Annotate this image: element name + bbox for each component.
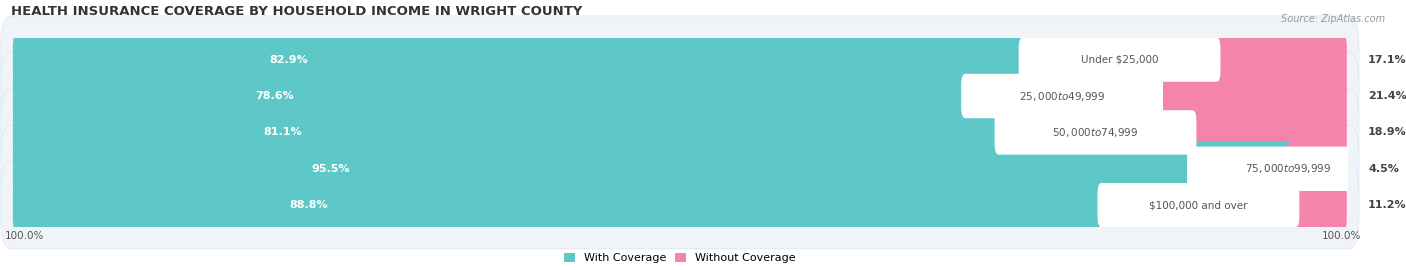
FancyBboxPatch shape <box>962 74 1163 118</box>
FancyBboxPatch shape <box>1 89 1358 176</box>
Text: 4.5%: 4.5% <box>1368 164 1399 174</box>
Text: $100,000 and over: $100,000 and over <box>1149 200 1247 210</box>
FancyBboxPatch shape <box>13 69 1067 123</box>
Text: 100.0%: 100.0% <box>4 231 44 241</box>
FancyBboxPatch shape <box>1 125 1358 212</box>
FancyBboxPatch shape <box>1094 105 1347 160</box>
Legend: With Coverage, Without Coverage: With Coverage, Without Coverage <box>564 253 796 263</box>
FancyBboxPatch shape <box>1 16 1358 103</box>
FancyBboxPatch shape <box>13 178 1204 232</box>
Text: 88.8%: 88.8% <box>288 200 328 210</box>
FancyBboxPatch shape <box>1060 69 1347 123</box>
FancyBboxPatch shape <box>1197 178 1347 232</box>
FancyBboxPatch shape <box>1187 147 1389 191</box>
Text: $25,000 to $49,999: $25,000 to $49,999 <box>1019 89 1105 103</box>
FancyBboxPatch shape <box>1098 183 1299 227</box>
Text: 82.9%: 82.9% <box>269 55 308 65</box>
Text: Under $25,000: Under $25,000 <box>1081 55 1159 65</box>
Text: 17.1%: 17.1% <box>1368 55 1406 65</box>
FancyBboxPatch shape <box>1118 32 1347 87</box>
FancyBboxPatch shape <box>13 105 1101 160</box>
FancyBboxPatch shape <box>13 141 1294 196</box>
Text: 95.5%: 95.5% <box>311 164 350 174</box>
Text: Source: ZipAtlas.com: Source: ZipAtlas.com <box>1281 14 1385 23</box>
FancyBboxPatch shape <box>1019 38 1220 82</box>
Text: 81.1%: 81.1% <box>263 127 302 137</box>
Text: 11.2%: 11.2% <box>1368 200 1406 210</box>
FancyBboxPatch shape <box>994 110 1197 155</box>
Text: HEALTH INSURANCE COVERAGE BY HOUSEHOLD INCOME IN WRIGHT COUNTY: HEALTH INSURANCE COVERAGE BY HOUSEHOLD I… <box>11 5 583 18</box>
Text: 21.4%: 21.4% <box>1368 91 1406 101</box>
FancyBboxPatch shape <box>13 32 1125 87</box>
FancyBboxPatch shape <box>1 161 1358 249</box>
Text: 18.9%: 18.9% <box>1368 127 1406 137</box>
Text: 100.0%: 100.0% <box>1322 231 1361 241</box>
Text: 78.6%: 78.6% <box>254 91 294 101</box>
Text: $50,000 to $74,999: $50,000 to $74,999 <box>1052 126 1139 139</box>
FancyBboxPatch shape <box>1 52 1358 140</box>
Text: $75,000 to $99,999: $75,000 to $99,999 <box>1244 162 1331 175</box>
FancyBboxPatch shape <box>1286 141 1347 196</box>
